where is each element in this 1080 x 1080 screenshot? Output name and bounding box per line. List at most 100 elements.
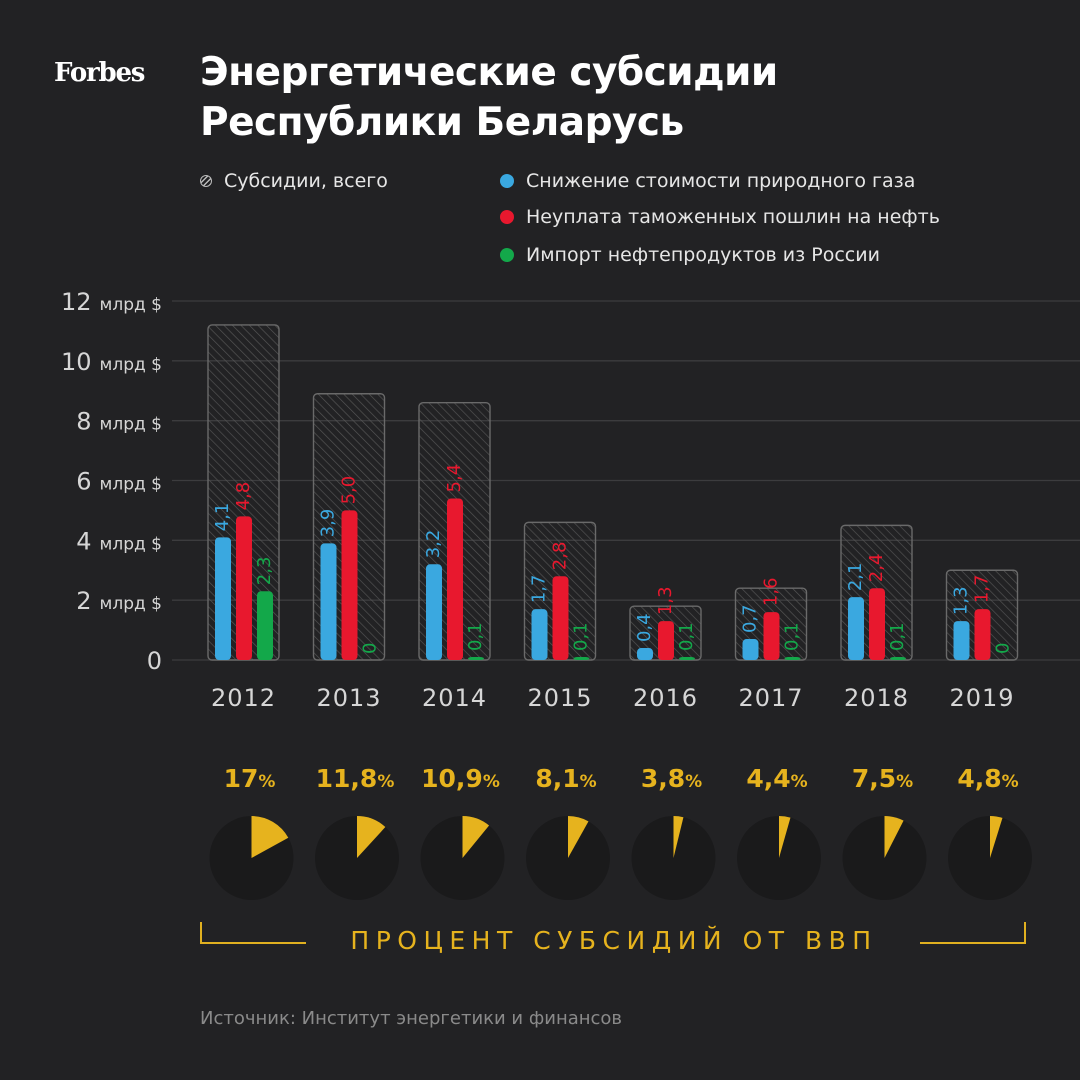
imports-value-label: 0,1 bbox=[571, 622, 592, 651]
red-dot-icon bbox=[500, 210, 514, 224]
duties-bar-2012 bbox=[236, 516, 252, 660]
gas-value-label: 0,7 bbox=[740, 604, 761, 633]
forbes-logo: Forbes bbox=[54, 58, 145, 88]
x-tick-label: 2012 bbox=[211, 684, 276, 712]
y-tick-label: 10 млрд $ bbox=[61, 348, 162, 376]
gdp-pie-slice bbox=[884, 816, 904, 858]
imports-value-label: 0,1 bbox=[676, 622, 697, 651]
legend-gas: Снижение стоимости природного газа bbox=[500, 170, 915, 192]
imports-bar-2012 bbox=[257, 591, 273, 660]
legend-duties: Неуплата таможенных пошлин на нефть bbox=[500, 206, 940, 228]
duties-value-label: 1,7 bbox=[972, 575, 993, 604]
gdp-pie-slice bbox=[779, 816, 791, 858]
gdp-percent-label: 8,1% bbox=[535, 764, 596, 793]
duties-bar-2018 bbox=[869, 588, 885, 660]
caption-line-right bbox=[920, 942, 1026, 944]
gdp-percent-label: 17% bbox=[224, 764, 276, 793]
x-tick-label: 2015 bbox=[527, 684, 592, 712]
gdp-percent-label: 11,8% bbox=[316, 764, 395, 793]
x-tick-label: 2017 bbox=[738, 684, 803, 712]
gas-value-label: 3,2 bbox=[423, 530, 444, 559]
x-tick-label: 2014 bbox=[422, 684, 487, 712]
page-title: Энергетические субсидии Республики Белар… bbox=[200, 48, 778, 148]
imports-value-label: 0,1 bbox=[782, 622, 803, 651]
duties-bar-2017 bbox=[763, 612, 780, 660]
gas-value-label: 0,4 bbox=[634, 613, 655, 642]
imports-value-label: 0 bbox=[993, 643, 1014, 654]
gas-bar-2017 bbox=[742, 639, 759, 660]
legend-gas-label: Снижение стоимости природного газа bbox=[526, 170, 916, 192]
duties-value-label: 1,3 bbox=[655, 586, 676, 615]
legend-total: Субсидии, всего bbox=[200, 170, 388, 192]
x-tick-label: 2019 bbox=[949, 684, 1014, 712]
gas-bar-2012 bbox=[215, 537, 231, 660]
x-tick-label: 2016 bbox=[633, 684, 698, 712]
gas-value-label: 1,7 bbox=[529, 575, 550, 604]
gas-value-label: 3,9 bbox=[318, 509, 339, 538]
gdp-pie-slice bbox=[568, 816, 589, 858]
hatch-circle-icon bbox=[200, 175, 212, 187]
gdp-percent-label: 10,9% bbox=[421, 764, 500, 793]
duties-bar-2016 bbox=[658, 621, 674, 660]
title-line-1: Энергетические субсидии bbox=[200, 50, 778, 95]
y-tick-label: 8 млрд $ bbox=[76, 408, 162, 436]
y-tick-label: 4 млрд $ bbox=[76, 527, 162, 555]
imports-value-label: 2,3 bbox=[254, 557, 275, 586]
gas-bar-2013 bbox=[320, 543, 337, 660]
legend-imports-label: Импорт нефтепродуктов из России bbox=[526, 244, 880, 266]
caption-bracket-left bbox=[200, 922, 202, 942]
gas-bar-2019 bbox=[953, 621, 970, 660]
duties-bar-2014 bbox=[447, 498, 463, 660]
duties-bar-2013 bbox=[341, 510, 358, 660]
y-tick-label: 0 bbox=[147, 647, 162, 675]
gdp-percent-label: 3,8% bbox=[641, 764, 702, 793]
gdp-percent-label: 4,4% bbox=[746, 764, 807, 793]
source-note: Источник: Институт энергетики и финансов bbox=[200, 1008, 623, 1029]
gas-value-label: 4,1 bbox=[212, 503, 233, 532]
y-tick-label: 2 млрд $ bbox=[76, 587, 162, 615]
y-tick-label: 12 млрд $ bbox=[61, 288, 162, 316]
gas-bar-2014 bbox=[426, 564, 442, 660]
gdp-percent-label: 7,5% bbox=[852, 764, 913, 793]
legend-imports: Импорт нефтепродуктов из России bbox=[500, 244, 880, 266]
duties-bar-2015 bbox=[552, 576, 569, 660]
title-line-2: Республики Беларусь bbox=[200, 100, 684, 145]
x-tick-label: 2018 bbox=[844, 684, 909, 712]
duties-bar-2019 bbox=[974, 609, 991, 660]
green-dot-icon bbox=[500, 248, 514, 262]
imports-bar-2018 bbox=[890, 657, 906, 660]
gdp-pie-slice bbox=[462, 816, 490, 858]
gas-value-label: 2,1 bbox=[845, 563, 866, 592]
gas-bar-2015 bbox=[531, 609, 548, 660]
imports-value-label: 0,1 bbox=[887, 622, 908, 651]
gdp-caption: ПРОЦЕНТ СУБСИДИЙ ОТ ВВП bbox=[200, 922, 1028, 962]
caption-bracket-right bbox=[1024, 922, 1026, 942]
duties-value-label: 2,4 bbox=[866, 554, 887, 583]
y-tick-label: 6 млрд $ bbox=[76, 468, 162, 496]
duties-value-label: 2,8 bbox=[550, 542, 571, 571]
caption-line-left bbox=[200, 942, 306, 944]
imports-bar-2016 bbox=[679, 657, 695, 660]
duties-value-label: 5,4 bbox=[444, 464, 465, 493]
legend-total-label: Субсидии, всего bbox=[224, 170, 388, 192]
duties-value-label: 5,0 bbox=[339, 476, 360, 505]
imports-value-label: 0 bbox=[360, 643, 381, 654]
duties-value-label: 4,8 bbox=[233, 482, 254, 511]
imports-bar-2017 bbox=[784, 657, 801, 660]
blue-dot-icon bbox=[500, 174, 514, 188]
x-tick-label: 2013 bbox=[316, 684, 381, 712]
gdp-pie-slice bbox=[673, 816, 684, 858]
gdp-percent-label: 4,8% bbox=[957, 764, 1018, 793]
imports-bar-2015 bbox=[573, 657, 590, 660]
duties-value-label: 1,6 bbox=[761, 577, 782, 606]
gdp-caption-text: ПРОЦЕНТ СУБСИДИЙ ОТ ВВП bbox=[350, 926, 878, 955]
gas-value-label: 1,3 bbox=[951, 586, 972, 615]
gas-bar-2016 bbox=[637, 648, 653, 660]
imports-value-label: 0,1 bbox=[465, 622, 486, 651]
gas-bar-2018 bbox=[848, 597, 864, 660]
imports-bar-2014 bbox=[468, 657, 484, 660]
legend-duties-label: Неуплата таможенных пошлин на нефть bbox=[526, 206, 940, 228]
gdp-pie-slice bbox=[357, 816, 386, 858]
gdp-pie-slice bbox=[251, 816, 289, 858]
